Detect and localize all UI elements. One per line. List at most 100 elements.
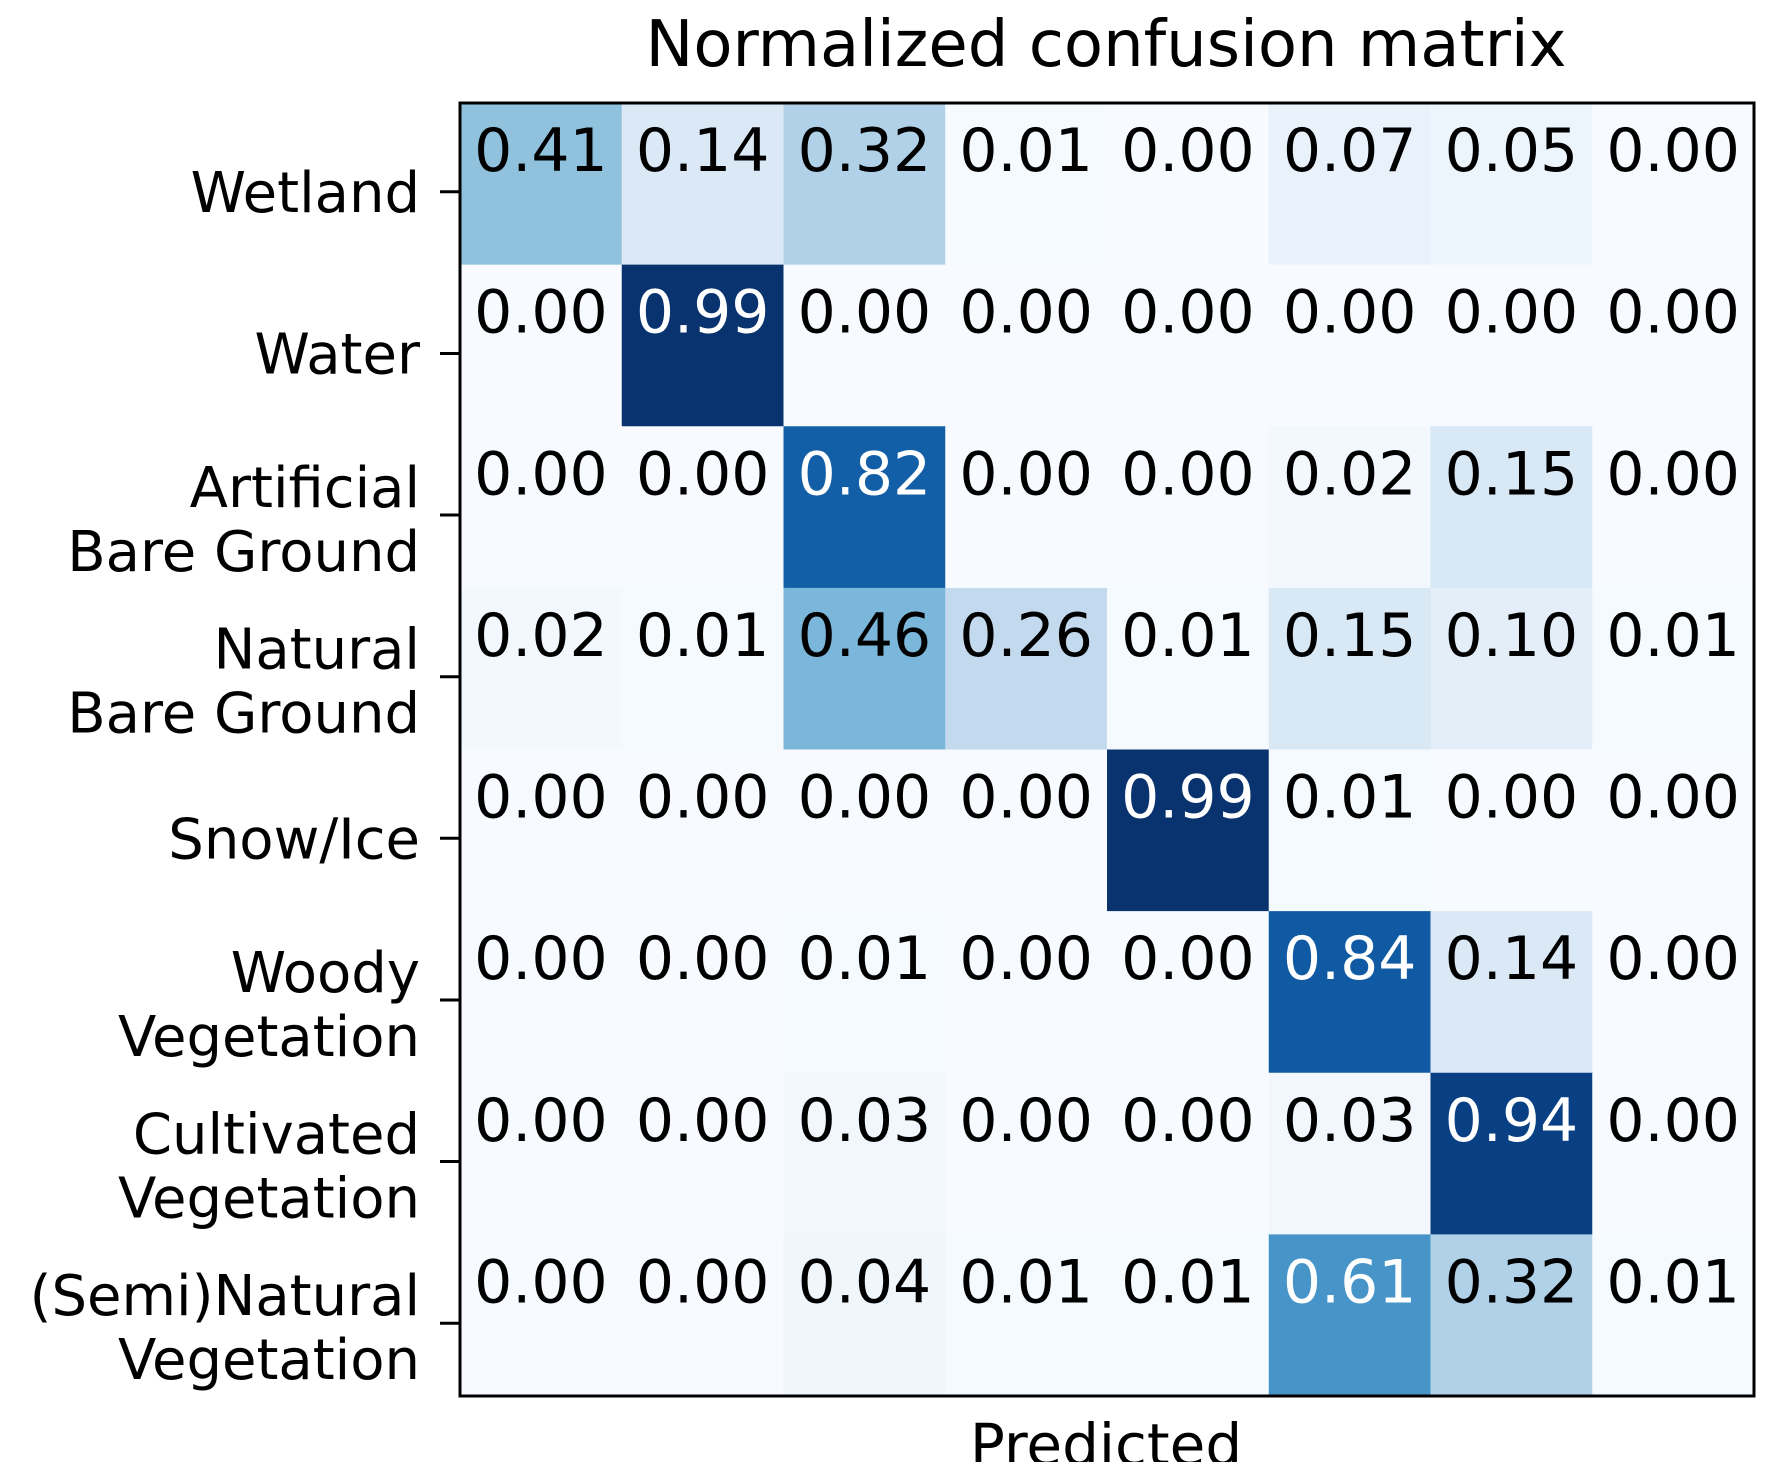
cell-value-label-r4-c3: 0.46	[798, 601, 932, 671]
plot-frame	[458, 101, 1756, 1398]
y-axis-tick-label-7-line-1: Cultivated	[133, 1103, 420, 1168]
heatmap-cell-r4-c7	[1430, 587, 1594, 751]
y-axis-tick-label-8-line-1: (Semi)Natural	[30, 1264, 420, 1329]
cell-value-label-r8-c3: 0.04	[798, 1247, 932, 1317]
cell-value-label-r8-c5: 0.01	[1121, 1247, 1255, 1317]
cell-value-label-r8-c2: 0.00	[636, 1247, 770, 1317]
cell-value-label-r5-c5: 0.99	[1121, 763, 1255, 833]
heatmap-cell-r8-c7	[1430, 1234, 1594, 1397]
cell-value-label-r1-c3: 0.32	[798, 116, 932, 186]
heatmap-cell-r4-c8	[1592, 587, 1755, 751]
y-axis-ticks	[440, 190, 460, 1325]
y-axis-tick-label-7-line-2: Vegetation	[118, 1167, 420, 1232]
cell-value-label-r4-c1: 0.02	[474, 601, 608, 671]
y-axis-tick-label-3-line-1: Artificial	[190, 456, 420, 521]
heatmap-cell-r7-c7	[1430, 1072, 1594, 1236]
heatmap-cell-r5-c8	[1592, 749, 1755, 912]
heatmap-cell-r7-c4	[945, 1072, 1108, 1236]
heatmap-cell-r3-c8	[1592, 426, 1755, 589]
cell-value-label-r4-c7: 0.10	[1445, 601, 1579, 671]
y-axis-tick-label-8: (Semi)Natural Vegetation	[30, 1264, 420, 1393]
x-axis-label: Predicted	[970, 1411, 1242, 1462]
cell-value-label-r3-c5: 0.00	[1121, 439, 1255, 509]
heatmap-cell-r1-c1	[460, 103, 623, 266]
cell-value-label-r2-c1: 0.00	[474, 278, 608, 348]
heatmap-cell-r2-c3	[783, 264, 947, 428]
y-axis-tick-label-1: Wetland	[191, 161, 420, 226]
cell-value-label-r1-c8: 0.00	[1606, 116, 1740, 186]
y-axis-tick-label-6: Woody Vegetation	[118, 941, 420, 1070]
heatmap-cell-r8-c1	[460, 1234, 623, 1397]
heatmap-cell-r8-c3	[783, 1234, 947, 1397]
heatmap-cell-r4-c5	[1107, 587, 1270, 751]
heatmap-cell-r3-c2	[621, 426, 785, 589]
cell-value-label-r5-c2: 0.00	[636, 763, 770, 833]
heatmap-cell-r2-c6	[1268, 264, 1432, 428]
cell-value-label-r8-c8: 0.01	[1606, 1247, 1740, 1317]
cell-value-label-r6-c3: 0.01	[798, 924, 932, 994]
heatmap-cell-r5-c4	[945, 749, 1108, 912]
y-axis-tick-label-6-line-2: Vegetation	[118, 1005, 420, 1070]
y-axis-tick-label-4: Natural Bare Ground	[67, 618, 420, 747]
cell-value-label-r5-c3: 0.00	[798, 763, 932, 833]
heatmap-cell-r1-c6	[1268, 103, 1432, 266]
cell-value-label-r5-c1: 0.00	[474, 763, 608, 833]
cell-value-label-r4-c2: 0.01	[636, 601, 770, 671]
cell-value-label-r3-c6: 0.02	[1283, 439, 1417, 509]
cell-value-label-r1-c7: 0.05	[1445, 116, 1579, 186]
heatmap-cell-r1-c5	[1107, 103, 1270, 266]
heatmap-cell-r1-c8	[1592, 103, 1755, 266]
heatmap-cell-r5-c6	[1268, 749, 1432, 912]
heatmap-cell-r8-c8	[1592, 1234, 1755, 1397]
heatmap-cell-r8-c6	[1268, 1234, 1432, 1397]
heatmap-cell-r7-c1	[460, 1072, 623, 1236]
heatmap-cell-r7-c3	[783, 1072, 947, 1236]
cell-value-label-r6-c8: 0.00	[1606, 924, 1740, 994]
cell-value-label-r3-c8: 0.00	[1606, 439, 1740, 509]
heatmap-cell-r8-c5	[1107, 1234, 1270, 1397]
heatmap-cell-r1-c7	[1430, 103, 1594, 266]
cell-value-label-r8-c7: 0.32	[1445, 1247, 1579, 1317]
cell-value-label-r2-c3: 0.00	[798, 278, 932, 348]
heatmap-cell-r7-c5	[1107, 1072, 1270, 1236]
cell-value-label-r7-c4: 0.00	[959, 1086, 1093, 1156]
heatmap-cell-r7-c8	[1592, 1072, 1755, 1236]
y-axis-tick-label-8-line-2: Vegetation	[118, 1328, 420, 1393]
heatmap-cell-r6-c3	[783, 911, 947, 1074]
y-axis-tick-label-2: Water	[254, 322, 421, 387]
heatmap-cell-r3-c5	[1107, 426, 1270, 589]
cell-value-label-r6-c2: 0.00	[636, 924, 770, 994]
cell-value-label-r1-c1: 0.41	[474, 116, 608, 186]
heatmap-cell-r5-c2	[621, 749, 785, 912]
heatmap-cell-r4-c4	[945, 587, 1108, 751]
cell-value-label-r6-c4: 0.00	[959, 924, 1093, 994]
cell-value-label-r7-c1: 0.00	[474, 1086, 608, 1156]
cell-value-label-r4-c8: 0.01	[1606, 601, 1740, 671]
cell-value-label-r8-c4: 0.01	[959, 1247, 1093, 1317]
cell-value-label-r4-c6: 0.15	[1283, 601, 1417, 671]
heatmap-cell-r3-c1	[460, 426, 623, 589]
heatmap-cell-r6-c2	[621, 911, 785, 1074]
cell-value-label-r6-c5: 0.00	[1121, 924, 1255, 994]
chart-title: Normalized confusion matrix	[645, 8, 1566, 82]
heatmap-cell-r6-c1	[460, 911, 623, 1074]
heatmap-cell-r2-c1	[460, 264, 623, 428]
cell-value-label-r1-c2: 0.14	[636, 116, 770, 186]
cell-value-label-r4-c4: 0.26	[959, 601, 1093, 671]
cell-value-label-r4-c5: 0.01	[1121, 601, 1255, 671]
heatmap-cell-r3-c6	[1268, 426, 1432, 589]
y-axis-tick-label-4-line-1: Natural	[213, 618, 420, 683]
cell-value-label-r3-c1: 0.00	[474, 439, 608, 509]
cell-value-label-r2-c8: 0.00	[1606, 278, 1740, 348]
cell-value-label-r8-c1: 0.00	[474, 1247, 608, 1317]
heatmap-cell-r6-c4	[945, 911, 1108, 1074]
cell-value-label-r5-c7: 0.00	[1445, 763, 1579, 833]
cell-value-label-r6-c1: 0.00	[474, 924, 608, 994]
y-axis-tick-label-7: Cultivated Vegetation	[118, 1103, 420, 1232]
cell-value-label-r2-c6: 0.00	[1283, 278, 1417, 348]
heatmap-cell-r6-c6	[1268, 911, 1432, 1074]
heatmap-cell-r3-c7	[1430, 426, 1594, 589]
cell-value-label-r6-c7: 0.14	[1445, 924, 1579, 994]
cell-value-label-r7-c2: 0.00	[636, 1086, 770, 1156]
